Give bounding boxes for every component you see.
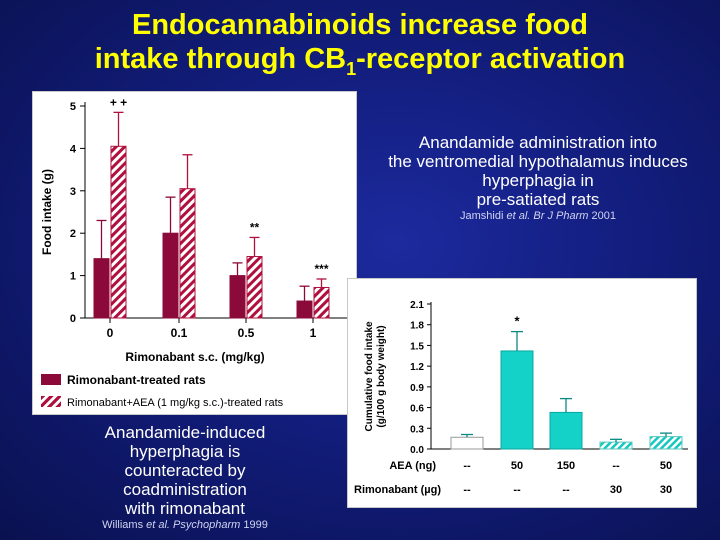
bar (229, 275, 246, 319)
rimonabant-description: Anandamide-induced hyperphagia is counte… (70, 423, 300, 533)
aea-dose-label: -- (463, 460, 471, 472)
aea-dose-label: 50 (511, 460, 523, 472)
desc2-line-4: coadministration (123, 480, 247, 499)
y-tick-label: 0.9 (410, 383, 424, 394)
bar (246, 256, 263, 319)
cumulative-intake-bar-chart: 0.0 0.3 0.6 0.9 1.2 1.5 1.8 2.1 Cumulative food … (354, 300, 688, 496)
bar (93, 258, 110, 319)
y-tick-label: 0.6 (410, 404, 424, 415)
y-axis-title: Food intake (g) (40, 169, 54, 255)
title-subscript: 1 (346, 58, 357, 79)
desc1-line-3: hyperphagia in (482, 171, 594, 190)
y-tick-label: 0 (70, 313, 76, 325)
bar (500, 350, 534, 450)
x-tick-label: 0 (107, 326, 114, 340)
rimonabant-dose-label: 30 (610, 484, 622, 496)
title-line-1: Endocannabinoids increase food (131, 9, 588, 41)
y-tick-label: 5 (70, 101, 76, 113)
row-label-rimonabant: Rimonabant (µg) (354, 484, 441, 496)
aea-dose-label: 50 (660, 460, 672, 472)
bar (162, 232, 179, 319)
citation-williams: Williams et al. Psychopharm 1999 (102, 519, 268, 531)
desc1-line-2: the ventromedial hypothalamus induces (388, 152, 688, 171)
hypothalamus-description: Anandamide administration into the ventr… (358, 133, 718, 224)
row-label-aea: AEA (ng) (389, 460, 436, 472)
legend-swatch-solid (41, 374, 61, 385)
title-line-2-pre: intake through CB (94, 43, 347, 75)
y-axis-title-line-1: Cumulative food intake (364, 321, 375, 431)
aea-dose-label: -- (612, 460, 620, 472)
food-intake-bar-chart: 0 1 2 3 4 5 Food intake (g) 0 + + 0.1 0.5 ** 1 *** Rim… (40, 95, 351, 364)
bar (450, 436, 484, 450)
y-tick-label: 2.1 (410, 300, 424, 311)
citation-jamshidi: Jamshidi et al. Br J Pharm 2001 (460, 210, 616, 222)
chart-panel-food-intake: 0 1 2 3 4 5 Food intake (g) 0 + + 0.1 0.5 ** 1 *** Rim… (32, 91, 357, 415)
legend-item-aea: Rimonabant+AEA (1 mg/kg s.c.)-treated ra… (41, 393, 283, 411)
legend-item-treated: Rimonabant-treated rats (41, 371, 206, 389)
bar (110, 145, 127, 319)
rimonabant-dose-label: -- (513, 484, 521, 496)
bar (549, 411, 583, 450)
significance-label: ** (250, 220, 260, 234)
rimonabant-dose-label: -- (562, 484, 570, 496)
rimonabant-dose-label: 30 (660, 484, 672, 496)
significance-label: + + (110, 95, 127, 109)
desc2-line-1: Anandamide-induced (104, 423, 266, 442)
title-line-2: intake through CB1-receptor activation (0, 42, 720, 86)
y-tick-label: 1.5 (410, 341, 424, 352)
title-line-2-post: -receptor activation (356, 43, 626, 75)
aea-dose-label: 150 (557, 460, 575, 472)
bar (313, 286, 330, 319)
legend-label-aea: Rimonabant+AEA (1 mg/kg s.c.)-treated ra… (67, 397, 284, 409)
y-tick-label: 1.2 (410, 362, 424, 373)
bar (649, 436, 683, 450)
bar (599, 441, 633, 450)
desc2-line-3: counteracted by (124, 461, 246, 480)
y-tick-label: 2 (70, 228, 76, 240)
y-tick-label: 4 (70, 143, 77, 155)
y-axis-title-line-2: (g/100 g body weight) (376, 325, 387, 427)
y-tick-label: 1.8 (410, 321, 424, 332)
desc2-line-5: with rimonabant (124, 499, 245, 518)
legend-swatch-hatched (41, 396, 61, 407)
significance-label: *** (314, 262, 328, 276)
slide-title: Endocannabinoids increase food intake th… (0, 8, 720, 86)
chart-panel-cumulative-intake: 0.0 0.3 0.6 0.9 1.2 1.5 1.8 2.1 Cumulative food … (347, 278, 697, 508)
x-axis-title: Rimonabant s.c. (mg/kg) (125, 350, 264, 364)
y-tick-label: 0.3 (410, 424, 424, 435)
desc1-line-4: pre-satiated rats (476, 190, 600, 209)
y-tick-label: 0.0 (410, 445, 424, 456)
bar (296, 300, 313, 319)
desc1-line-1: Anandamide administration into (418, 133, 658, 152)
x-tick-label: 0.5 (238, 326, 255, 340)
desc2-line-2: hyperphagia is (129, 442, 241, 461)
x-tick-label: 1 (310, 326, 317, 340)
bar (179, 188, 196, 319)
y-tick-label: 3 (70, 186, 76, 198)
x-tick-label: 0.1 (171, 326, 188, 340)
legend-label-treated: Rimonabant-treated rats (67, 373, 206, 387)
rimonabant-dose-label: -- (463, 484, 471, 496)
y-tick-label: 1 (70, 271, 76, 283)
significance-label: * (514, 314, 520, 329)
